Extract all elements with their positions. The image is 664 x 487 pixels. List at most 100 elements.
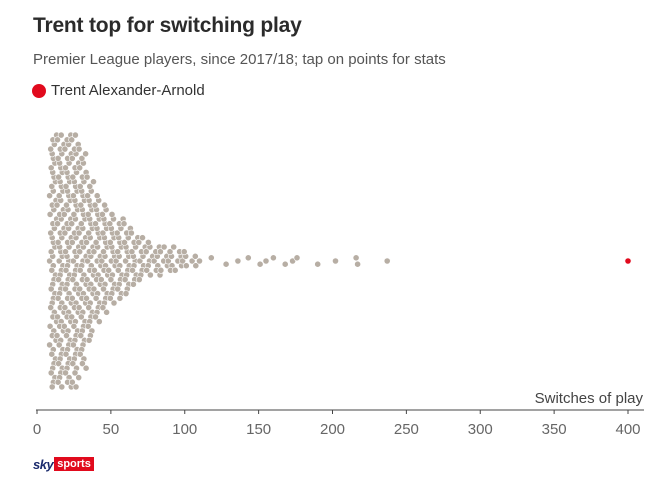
player-dot[interactable] (105, 266, 113, 274)
player-dot[interactable] (85, 304, 93, 311)
player-dot[interactable] (103, 308, 110, 316)
player-dot[interactable] (68, 294, 76, 302)
player-dot[interactable] (48, 182, 56, 190)
player-dot[interactable] (92, 220, 99, 228)
player-dot[interactable] (62, 266, 70, 274)
player-dot[interactable] (62, 285, 69, 293)
player-dot[interactable] (84, 210, 92, 218)
player-dot[interactable] (293, 254, 301, 262)
player-dot[interactable] (182, 262, 190, 270)
player-dot[interactable] (156, 248, 164, 256)
player-dot[interactable] (46, 257, 53, 265)
player-dot[interactable] (68, 313, 76, 321)
player-dot[interactable] (77, 220, 85, 228)
player-dot[interactable] (114, 266, 122, 274)
player-dot[interactable] (99, 304, 107, 311)
player-dot[interactable] (54, 313, 61, 321)
player-dot[interactable] (143, 266, 151, 274)
player-dot[interactable] (69, 360, 77, 367)
player-dot[interactable] (75, 145, 83, 153)
player-dot[interactable] (93, 192, 101, 200)
player-dot[interactable] (150, 257, 158, 265)
player-dot[interactable] (63, 332, 70, 339)
player-dot[interactable] (207, 254, 215, 262)
player-dot[interactable] (54, 220, 61, 228)
player-dot[interactable] (47, 229, 55, 237)
player-dot[interactable] (122, 290, 130, 297)
player-dot[interactable] (48, 350, 56, 358)
player-dot[interactable] (113, 229, 121, 237)
player-dot[interactable] (196, 257, 203, 265)
player-dot[interactable] (78, 154, 86, 162)
player-dot[interactable] (76, 266, 84, 274)
player-dot[interactable] (157, 266, 165, 274)
player-dot[interactable] (53, 332, 61, 339)
player-dot[interactable] (116, 294, 124, 302)
player-dot[interactable] (234, 257, 242, 265)
player-dot[interactable] (75, 374, 83, 381)
player-dot[interactable] (114, 248, 122, 256)
player-dot[interactable] (101, 201, 108, 209)
player-dot[interactable] (60, 210, 68, 218)
player-dot[interactable] (70, 322, 78, 330)
player-dot[interactable] (122, 257, 129, 265)
player-dot[interactable] (135, 238, 143, 246)
player-dot[interactable] (108, 210, 116, 218)
player-dot[interactable] (281, 260, 289, 268)
player-dot[interactable] (57, 131, 65, 139)
player-dot[interactable] (91, 266, 98, 274)
player-dot[interactable] (76, 248, 84, 256)
player-dot[interactable] (82, 150, 89, 158)
player-dot[interactable] (100, 285, 107, 293)
player-dot[interactable] (62, 248, 69, 256)
player-dot[interactable] (69, 173, 77, 181)
player-dot[interactable] (55, 192, 63, 200)
player-dot[interactable] (48, 266, 56, 274)
player-dot[interactable] (95, 318, 103, 325)
player-dot[interactable] (61, 145, 69, 153)
player-dot[interactable] (114, 285, 122, 293)
player-dot[interactable] (106, 220, 114, 228)
player-dot[interactable] (54, 136, 61, 144)
player-dot[interactable] (127, 229, 135, 237)
player-dot[interactable] (128, 248, 136, 256)
player-dot[interactable] (120, 220, 128, 228)
player-dot[interactable] (142, 248, 150, 256)
player-dot[interactable] (68, 378, 76, 386)
player-dot[interactable] (71, 369, 79, 377)
player-dot[interactable] (55, 257, 63, 265)
player-dot[interactable] (135, 276, 143, 283)
player-dot[interactable] (121, 276, 129, 283)
player-dot[interactable] (83, 276, 91, 283)
player-dot[interactable] (55, 173, 62, 181)
player-dot[interactable] (129, 280, 137, 288)
player-dot[interactable] (179, 257, 186, 265)
player-dot[interactable] (48, 383, 56, 391)
player-dot[interactable] (354, 260, 361, 268)
player-dot[interactable] (106, 238, 114, 246)
player-dot[interactable] (83, 238, 90, 246)
player-dot[interactable] (63, 201, 70, 209)
player-dot[interactable] (256, 260, 264, 268)
player-dot[interactable] (61, 304, 69, 311)
player-dot[interactable] (68, 238, 76, 246)
player-dot[interactable] (191, 252, 199, 260)
player-dot[interactable] (166, 248, 174, 256)
player-dot[interactable] (69, 276, 77, 283)
player-dot[interactable] (70, 210, 78, 218)
player-dot[interactable] (188, 257, 196, 265)
player-dot[interactable] (90, 248, 98, 256)
player-dot[interactable] (54, 154, 62, 162)
player-dot[interactable] (99, 229, 107, 237)
player-dot[interactable] (164, 257, 172, 265)
player-dot[interactable] (160, 243, 168, 251)
player-dot[interactable] (54, 294, 62, 302)
player-dot[interactable] (85, 229, 93, 237)
player-dot[interactable] (192, 262, 200, 270)
player-dot[interactable] (86, 182, 94, 190)
player-dot[interactable] (70, 341, 77, 349)
player-dot[interactable] (110, 299, 118, 307)
player-dot[interactable] (77, 332, 85, 339)
player-dot[interactable] (62, 350, 70, 358)
player-dot[interactable] (129, 266, 136, 274)
